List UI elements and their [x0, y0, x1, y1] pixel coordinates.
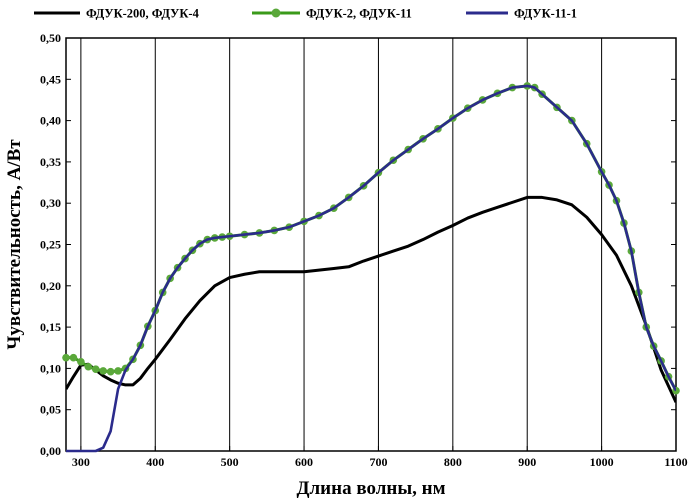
- x-tick-label: 1100: [664, 455, 687, 469]
- x-tick-label: 1000: [590, 455, 614, 469]
- x-tick-label: 600: [295, 455, 313, 469]
- y-tick-label: 0,20: [40, 279, 61, 293]
- series-2-marker: [114, 367, 122, 375]
- y-tick-label: 0,50: [40, 31, 61, 45]
- series-line-3: [66, 84, 676, 453]
- y-tick-label: 0,45: [40, 72, 61, 86]
- y-tick-label: 0,05: [40, 403, 61, 417]
- x-tick-label: 900: [518, 455, 536, 469]
- series-line-1: [66, 195, 676, 403]
- y-tick-label: 0,00: [40, 444, 61, 458]
- series-2-marker: [106, 367, 115, 376]
- y-axis-title: Чувствительность, А/Вт: [4, 139, 25, 350]
- x-axis-title: Длина волны, нм: [296, 478, 445, 499]
- series-2-marker: [77, 357, 85, 366]
- y-tick-label: 0,10: [40, 361, 61, 375]
- y-tick-label: 0,15: [40, 320, 61, 334]
- x-tick-label: 700: [369, 455, 387, 469]
- y-tick-label: 0,25: [40, 238, 61, 252]
- series-2-marker: [84, 362, 93, 371]
- legend-marker-2: [271, 8, 281, 18]
- series-group: [62, 82, 680, 453]
- plot-frame: [65, 37, 677, 452]
- legend-label-2: ФДУК-2, ФДУК-11: [306, 7, 412, 21]
- series-2-marker: [99, 367, 107, 375]
- x-tick-label: 800: [444, 455, 462, 469]
- legend-label-1: ФДУК-200, ФДУК-4: [86, 7, 200, 21]
- x-tick-label: 300: [72, 455, 90, 469]
- x-tick-label: 500: [221, 455, 239, 469]
- series-2-marker: [91, 365, 100, 374]
- legend: ФДУК-200, ФДУК-4 ФДУК-2, ФДУК-11 ФДУК-11-1: [34, 7, 577, 21]
- series-2-marker: [69, 353, 78, 362]
- x-tick-label: 400: [146, 455, 164, 469]
- series-line-2: [66, 84, 676, 392]
- axis-ticks: 300 400 500 600 700 800 900 1000 1100 0,00 0,05 0,1…: [40, 31, 688, 469]
- series-2-marker: [62, 353, 70, 362]
- y-tick-label: 0,35: [40, 155, 61, 169]
- y-tick-label: 0,30: [40, 196, 61, 210]
- grid: [80, 38, 603, 451]
- y-tick-label: 0,40: [40, 114, 61, 128]
- legend-label-3: ФДУК-11-1: [514, 7, 577, 21]
